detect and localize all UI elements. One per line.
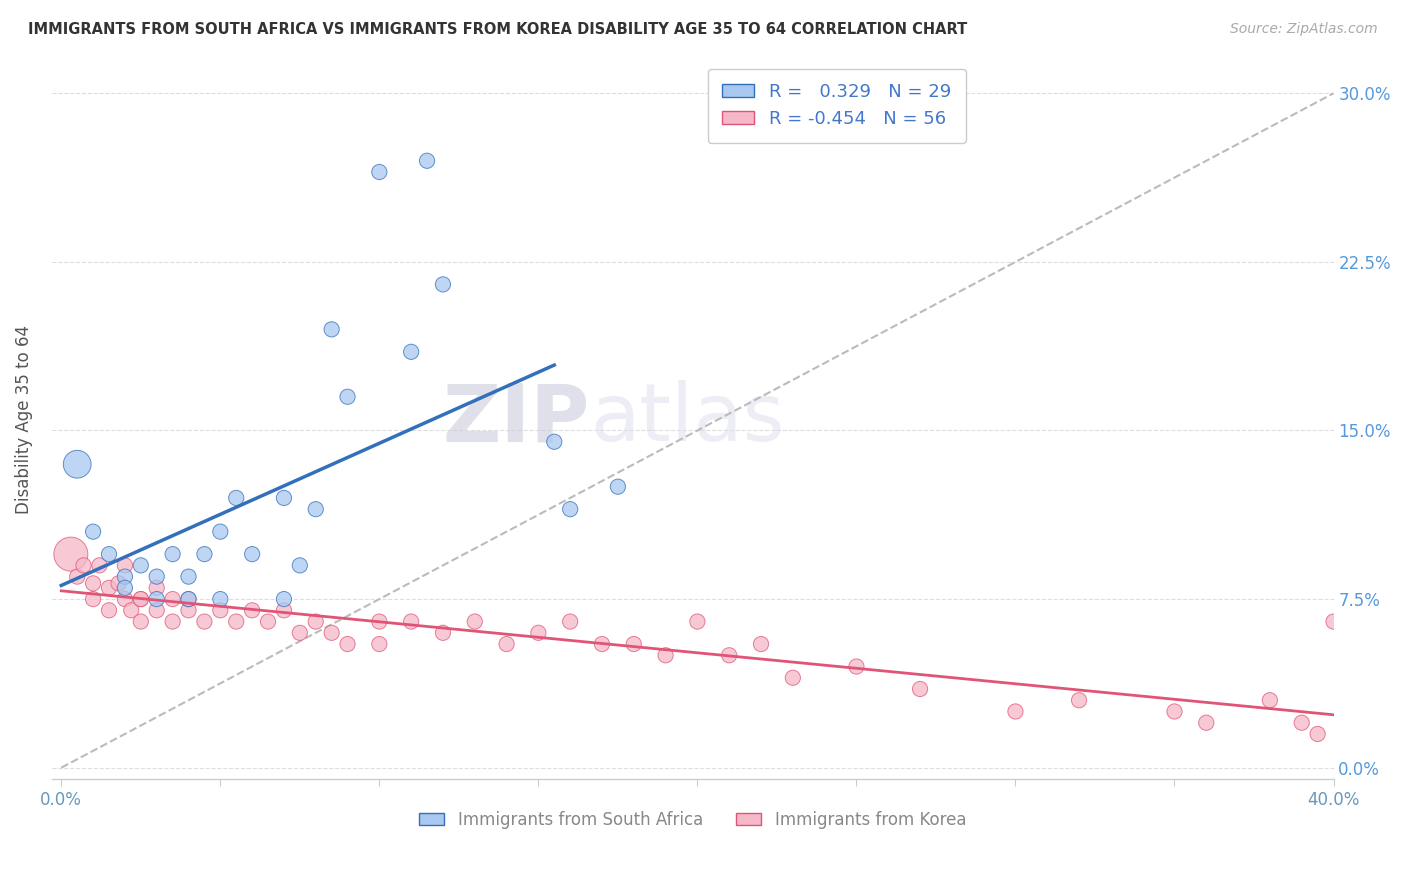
Point — [257, 615, 280, 629]
Point — [321, 322, 343, 336]
Point — [908, 681, 931, 696]
Point — [82, 576, 104, 591]
Point — [209, 603, 232, 617]
Point — [749, 637, 772, 651]
Point — [89, 558, 111, 573]
Point — [162, 615, 184, 629]
Point — [72, 558, 94, 573]
Point — [591, 637, 613, 651]
Point — [98, 547, 121, 561]
Point — [177, 592, 200, 607]
Point — [845, 659, 868, 673]
Point — [209, 592, 232, 607]
Point — [336, 637, 359, 651]
Point — [560, 502, 582, 516]
Text: ZIP: ZIP — [443, 380, 591, 458]
Point — [606, 480, 628, 494]
Point — [321, 625, 343, 640]
Point — [145, 592, 167, 607]
Point — [560, 615, 582, 629]
Point — [464, 615, 486, 629]
Point — [1195, 715, 1218, 730]
Point — [145, 581, 167, 595]
Point — [368, 165, 391, 179]
Point — [273, 592, 295, 607]
Point — [177, 569, 200, 583]
Point — [114, 569, 136, 583]
Point — [82, 592, 104, 607]
Point — [114, 592, 136, 607]
Point — [129, 558, 152, 573]
Point — [98, 581, 121, 595]
Point — [1322, 615, 1344, 629]
Point — [66, 569, 89, 583]
Point — [145, 569, 167, 583]
Point — [782, 671, 804, 685]
Point — [98, 603, 121, 617]
Point — [288, 558, 311, 573]
Point — [145, 603, 167, 617]
Point — [114, 581, 136, 595]
Point — [623, 637, 645, 651]
Point — [225, 615, 247, 629]
Point — [368, 637, 391, 651]
Point — [432, 625, 454, 640]
Point — [305, 502, 328, 516]
Point — [718, 648, 741, 663]
Point — [305, 615, 328, 629]
Point — [1291, 715, 1313, 730]
Point — [495, 637, 517, 651]
Point — [177, 592, 200, 607]
Point — [336, 390, 359, 404]
Point — [193, 547, 215, 561]
Point — [416, 153, 439, 168]
Y-axis label: Disability Age 35 to 64: Disability Age 35 to 64 — [15, 325, 32, 514]
Point — [1004, 705, 1026, 719]
Point — [129, 592, 152, 607]
Point — [209, 524, 232, 539]
Point — [177, 603, 200, 617]
Point — [162, 592, 184, 607]
Point — [1067, 693, 1090, 707]
Legend: Immigrants from South Africa, Immigrants from Korea: Immigrants from South Africa, Immigrants… — [412, 804, 973, 835]
Point — [273, 491, 295, 505]
Point — [129, 615, 152, 629]
Point — [107, 576, 129, 591]
Point — [1163, 705, 1185, 719]
Point — [114, 558, 136, 573]
Point — [66, 457, 89, 471]
Point — [654, 648, 676, 663]
Point — [162, 547, 184, 561]
Point — [193, 615, 215, 629]
Point — [240, 603, 263, 617]
Point — [432, 277, 454, 292]
Point — [59, 547, 82, 561]
Point — [543, 434, 565, 449]
Point — [368, 615, 391, 629]
Point — [82, 524, 104, 539]
Point — [399, 615, 422, 629]
Point — [288, 625, 311, 640]
Point — [129, 592, 152, 607]
Point — [1306, 727, 1329, 741]
Text: Source: ZipAtlas.com: Source: ZipAtlas.com — [1230, 22, 1378, 37]
Point — [1258, 693, 1281, 707]
Text: atlas: atlas — [591, 380, 785, 458]
Point — [240, 547, 263, 561]
Point — [225, 491, 247, 505]
Point — [399, 344, 422, 359]
Point — [686, 615, 709, 629]
Point — [527, 625, 550, 640]
Point — [273, 603, 295, 617]
Text: IMMIGRANTS FROM SOUTH AFRICA VS IMMIGRANTS FROM KOREA DISABILITY AGE 35 TO 64 CO: IMMIGRANTS FROM SOUTH AFRICA VS IMMIGRAN… — [28, 22, 967, 37]
Point — [120, 603, 142, 617]
